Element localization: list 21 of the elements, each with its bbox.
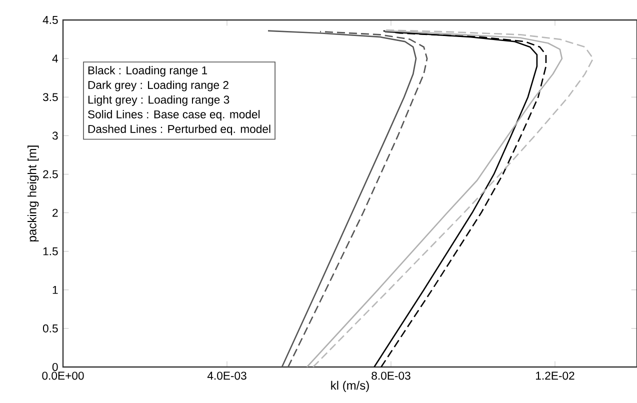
annotation: Black : Loading range 1 — [88, 66, 208, 77]
y-tick-label: 2 — [52, 208, 58, 217]
annotation: Dashed Lines : Perturbed eq. model — [88, 124, 270, 136]
y-tick-label: 1 — [52, 286, 58, 294]
x-tick-label: 1.2E-02 — [536, 372, 574, 380]
x-tick-label: 8.0E-03 — [372, 372, 410, 380]
y-tick-label: 4.5 — [42, 16, 58, 24]
y-axis-title: packing height [m] — [28, 146, 39, 242]
y-tick-label: 2.5 — [43, 170, 58, 178]
y-tick-label: 1.5 — [43, 247, 58, 256]
x-axis-title: kl (m/s) — [331, 380, 369, 392]
y-tick-label: 0 — [52, 362, 58, 371]
y-tick-label: 4 — [52, 54, 58, 62]
y-tick-label: 3.5 — [42, 93, 58, 102]
x-tick-label: 4.0E-03 — [207, 372, 246, 380]
y-tick-label: 3 — [52, 132, 58, 140]
y-tick-label: 0.5 — [42, 324, 58, 332]
x-tick-label: 0.0E+00 — [42, 372, 84, 380]
annotation: Solid Lines : Base case eq. model — [88, 110, 260, 121]
annotation: Dark grey : Loading range 2 — [88, 80, 228, 92]
annotation: Light grey : Loading range 3 — [88, 95, 230, 106]
